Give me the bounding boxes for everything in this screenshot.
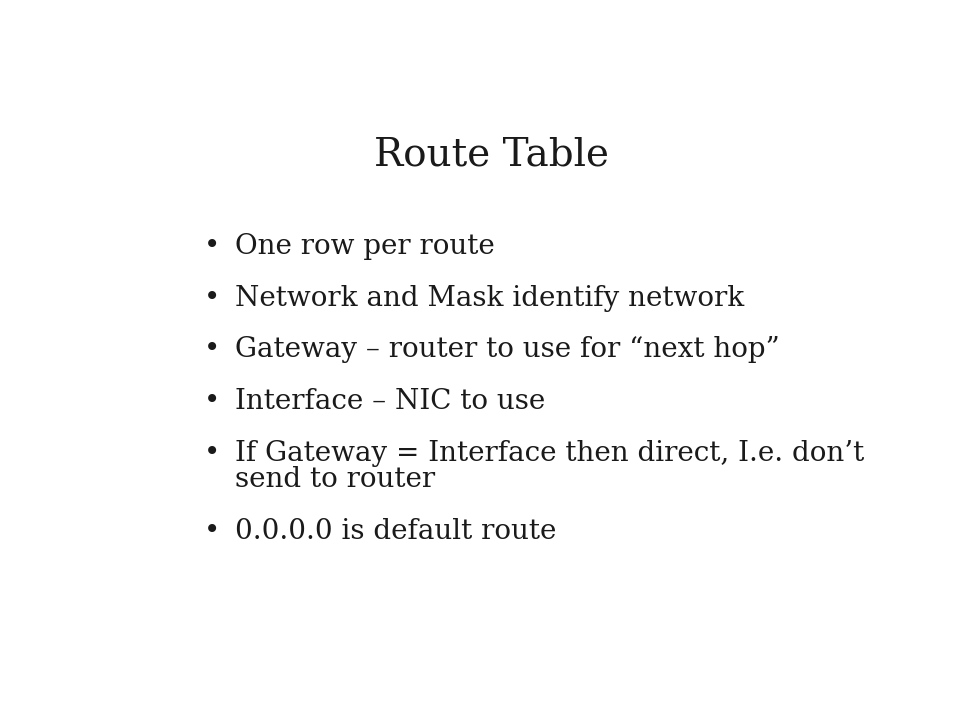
Text: Network and Mask identify network: Network and Mask identify network [235,285,745,312]
Text: •: • [204,233,221,261]
Text: •: • [204,336,221,364]
Text: 0.0.0.0 is default route: 0.0.0.0 is default route [235,518,557,545]
Text: •: • [204,518,221,545]
Text: •: • [204,439,221,467]
Text: Gateway – router to use for “next hop”: Gateway – router to use for “next hop” [235,336,780,364]
Text: Route Table: Route Table [374,136,610,174]
Text: If Gateway = Interface then direct, I.e. don’t: If Gateway = Interface then direct, I.e.… [235,439,865,467]
Text: Interface – NIC to use: Interface – NIC to use [235,388,545,415]
Text: send to router: send to router [235,466,436,493]
Text: One row per route: One row per route [235,233,495,261]
Text: •: • [204,285,221,312]
Text: •: • [204,388,221,415]
